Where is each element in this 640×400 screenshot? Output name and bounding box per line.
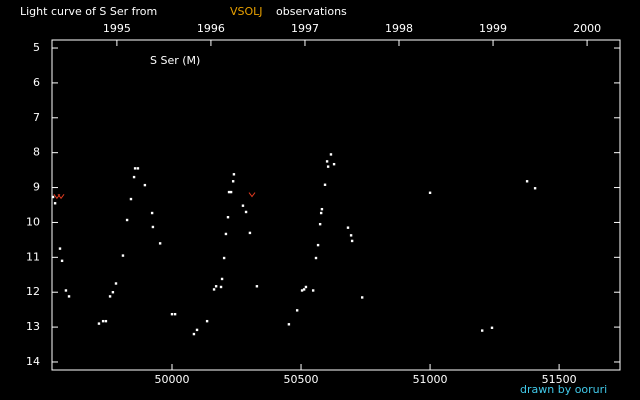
point [150, 211, 154, 215]
point [114, 282, 118, 285]
point [158, 242, 162, 245]
x-tick-label: 50500 [284, 373, 319, 386]
y-tick-label: 7 [33, 111, 40, 124]
y-tick-label: 14 [26, 355, 40, 368]
point [349, 234, 353, 237]
point [53, 202, 57, 205]
point [232, 173, 236, 176]
point [214, 285, 218, 288]
point [241, 204, 245, 207]
point [323, 183, 327, 186]
point [170, 312, 174, 316]
point [104, 319, 108, 323]
point [229, 190, 233, 194]
point [173, 312, 177, 316]
point [224, 232, 228, 236]
point [360, 296, 364, 299]
star-label: S Ser (M) [150, 54, 200, 67]
x2-tick-label: 1996 [197, 22, 225, 35]
point [255, 285, 259, 288]
point [304, 285, 308, 289]
point [319, 211, 323, 215]
y-tick-label: 5 [33, 41, 40, 54]
point [129, 197, 133, 201]
point [212, 288, 216, 291]
point [133, 167, 137, 170]
point [329, 153, 333, 156]
x2-tick-label: 1995 [103, 22, 131, 35]
point [219, 285, 223, 289]
point [346, 226, 350, 229]
point [490, 326, 494, 329]
point [151, 225, 155, 229]
point [121, 254, 125, 257]
plot-frame [51, 39, 621, 371]
point [428, 191, 432, 194]
point [97, 322, 101, 325]
point [350, 239, 354, 243]
point [205, 319, 209, 323]
y-tick-label: 13 [26, 320, 40, 333]
point [231, 180, 235, 183]
point [325, 160, 329, 163]
x2-tick-label: 1999 [479, 22, 507, 35]
x2-tick-label: 2000 [573, 22, 601, 35]
point [108, 295, 112, 298]
chart-title-source: VSOLJ [230, 5, 263, 18]
chart-title-suffix: observations [276, 5, 347, 18]
point [222, 256, 226, 260]
point [220, 277, 224, 281]
point [195, 328, 199, 332]
x2-tick-label: 1998 [385, 22, 413, 35]
point [287, 323, 291, 326]
point [326, 165, 330, 168]
point [67, 295, 71, 298]
point [318, 222, 322, 226]
point [192, 332, 196, 336]
point [480, 329, 484, 332]
point [332, 162, 336, 166]
x-tick-label: 51500 [542, 373, 577, 386]
y-tick-label: 6 [33, 76, 40, 89]
point [314, 256, 318, 260]
point [525, 180, 529, 183]
y-tick-label: 8 [33, 146, 40, 159]
point [64, 289, 68, 292]
point [295, 309, 299, 312]
chart-title: Light curve of S Ser from [20, 5, 157, 18]
x2-tick-label: 1997 [291, 22, 319, 35]
point [300, 289, 304, 292]
x-tick-label: 51000 [413, 373, 448, 386]
y-tick-label: 12 [26, 285, 40, 298]
point [244, 210, 248, 214]
y-tick-label: 10 [26, 215, 40, 228]
point [226, 216, 230, 219]
point [101, 319, 105, 323]
point [143, 183, 147, 187]
point [57, 193, 65, 200]
point [533, 187, 537, 190]
x-tick-label: 50000 [155, 373, 190, 386]
point [302, 288, 306, 291]
point [248, 231, 252, 235]
y-tick-label: 11 [26, 250, 40, 263]
point [111, 291, 115, 294]
point [136, 167, 140, 170]
point [248, 192, 256, 198]
point [132, 175, 136, 179]
point [125, 218, 129, 222]
credit: drawn by ooruri [520, 383, 607, 396]
point [311, 289, 315, 292]
point [51, 195, 55, 199]
point [320, 207, 324, 211]
point [60, 259, 64, 263]
point [316, 243, 320, 247]
y-tick-label: 9 [33, 181, 40, 194]
point [58, 247, 62, 250]
point [227, 190, 231, 194]
